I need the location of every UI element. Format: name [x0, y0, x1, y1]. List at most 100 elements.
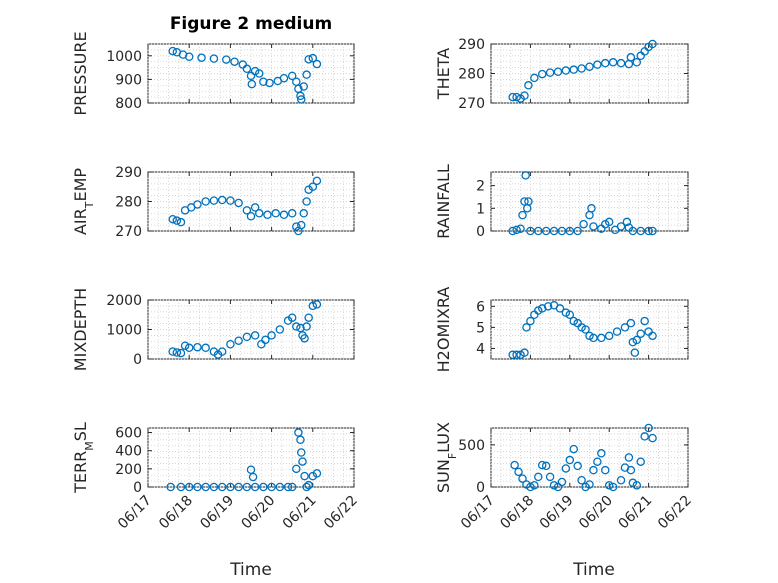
data-point	[537, 460, 547, 470]
data-point	[526, 316, 535, 326]
data-point	[569, 444, 578, 454]
y-tick-label: 0	[133, 480, 142, 496]
data-point	[299, 82, 308, 91]
data-point	[648, 39, 657, 49]
data-point	[593, 60, 602, 69]
data-point	[553, 67, 563, 76]
data-point	[234, 482, 243, 492]
data-point	[297, 448, 306, 457]
y-axis-label-main: SUN	[434, 459, 453, 493]
data-point	[632, 58, 642, 67]
data-point	[172, 216, 182, 225]
data-point	[630, 348, 640, 357]
data-point	[543, 302, 553, 311]
data-point	[234, 198, 243, 208]
data-point	[234, 336, 243, 345]
data-point	[626, 53, 636, 62]
data-point	[589, 465, 598, 475]
y-tick-label: 1	[476, 201, 485, 217]
data-point	[193, 200, 202, 209]
x-tick-label: 06/17	[115, 493, 155, 533]
data-point	[217, 482, 227, 492]
data-point	[302, 70, 311, 79]
data-point	[512, 350, 521, 360]
data-point	[608, 58, 618, 67]
data-point	[616, 476, 626, 485]
data-point	[302, 482, 311, 492]
y-axis-label: SUNFLUX	[434, 422, 459, 493]
data-point	[526, 226, 535, 236]
data-point	[292, 222, 301, 231]
data-point	[168, 347, 177, 356]
y-tick-label: 2000	[106, 293, 142, 309]
data-point	[180, 341, 190, 350]
y-axis-label-subscript: M	[83, 441, 96, 451]
data-point	[308, 182, 318, 191]
x-tick-label: 06/18	[156, 493, 196, 533]
data-point	[300, 334, 309, 343]
data-point	[597, 333, 606, 343]
figure-title: Figure 2 medium	[170, 14, 332, 34]
subplot-2: 270 280 290 THETA	[434, 37, 689, 112]
data-point	[579, 219, 588, 229]
data-point	[516, 224, 525, 233]
x-tick-label: 06/17	[458, 493, 498, 533]
y-axis-label: H2OMIXRA	[434, 287, 453, 373]
data-point	[172, 348, 182, 357]
y-tick-label: 400	[115, 444, 142, 460]
y-axis-label-rest: SL	[71, 422, 90, 441]
data-point	[267, 482, 276, 492]
data-point	[510, 460, 519, 470]
data-point	[246, 211, 256, 221]
data-point	[640, 316, 649, 326]
data-point	[620, 323, 630, 332]
data-point	[292, 464, 301, 474]
data-point	[300, 471, 309, 481]
data-point	[604, 481, 614, 490]
data-point	[636, 226, 645, 236]
data-point	[626, 465, 636, 475]
data-point	[209, 482, 219, 492]
x-axis-label-left: Time	[229, 560, 272, 580]
data-point	[217, 347, 227, 356]
data-point	[601, 58, 610, 68]
y-tick-label: 500	[458, 438, 485, 454]
data-point	[577, 64, 586, 73]
data-point	[304, 313, 313, 322]
data-point	[520, 348, 529, 357]
data-point	[565, 455, 575, 465]
data-point	[589, 222, 598, 231]
data-point	[287, 482, 297, 492]
data-point	[644, 226, 653, 236]
data-point	[254, 209, 264, 218]
data-point	[168, 46, 177, 56]
y-axis-label-main: TERR	[71, 451, 90, 494]
y-tick-label: 0	[476, 480, 485, 496]
data-point	[176, 217, 186, 227]
data-point	[518, 474, 527, 483]
data-point	[520, 91, 529, 100]
y-tick-label: 0	[133, 352, 142, 368]
y-tick-label: 290	[458, 37, 485, 53]
data-point	[534, 226, 543, 236]
data-point	[626, 318, 636, 328]
data-point	[534, 472, 543, 482]
y-axis-label-main: AIR	[71, 208, 90, 235]
x-tick-label: 06/20	[239, 493, 279, 533]
data-point	[263, 210, 272, 220]
y-tick-label: 1000	[106, 49, 142, 65]
y-tick-label: 5	[476, 320, 485, 336]
data-point	[524, 81, 533, 90]
data-point	[226, 196, 235, 205]
x-tick-label: 06/22	[321, 493, 361, 533]
data-point	[581, 325, 590, 334]
data-point	[616, 58, 626, 68]
x-tick-label: 06/21	[280, 493, 320, 533]
x-tick-label: 06/18	[497, 493, 537, 533]
data-point	[242, 332, 252, 342]
data-point	[296, 323, 305, 333]
data-point	[545, 68, 555, 77]
data-point	[279, 210, 289, 220]
data-point	[247, 79, 257, 89]
data-point	[184, 482, 194, 492]
